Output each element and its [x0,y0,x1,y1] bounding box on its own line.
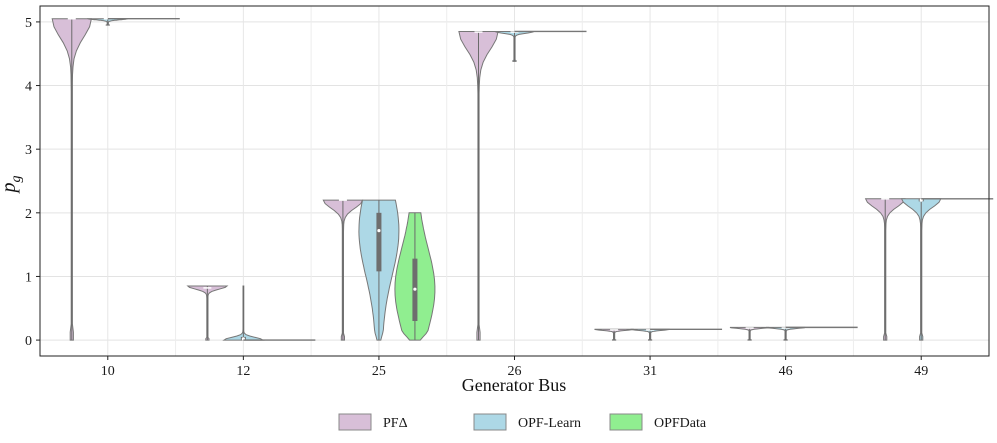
violin-median [413,287,417,291]
violin-PFΔ-26 [458,31,499,341]
y-tick-label: 3 [25,143,32,158]
legend-label: OPF-Learn [518,416,581,431]
x-tick-label: 49 [914,364,928,379]
violin-OPF-Learn-49 [900,198,942,341]
violin-PFΔ-49 [864,198,906,341]
grid-lines [39,6,990,356]
y-axis-title: pg [0,176,24,195]
x-tick-label: 25 [372,364,386,379]
violin-OPF-Learn-12 [222,285,265,341]
x-tick-label: 26 [508,364,522,379]
violin-PFΔ-46 [729,326,770,341]
y-tick-label: 0 [25,334,32,349]
violin-PFΔ-10 [51,17,93,341]
x-tick-label: 46 [779,364,793,379]
x-axis-title: Generator Bus [462,375,566,395]
y-tick-label: 4 [25,80,32,95]
violin-median [377,229,381,233]
x-tick-label: 31 [643,364,657,379]
violin-PFΔ-31 [594,328,634,341]
legend-label: PFΔ [383,416,408,431]
y-tick-label: 1 [25,270,32,285]
x-tick-label: 12 [236,364,250,379]
legend-swatch [473,413,507,431]
legend-swatch [338,413,372,431]
y-tick-label: 5 [25,16,32,31]
legend: PFΔ OPF-Learn OPFData [338,413,707,431]
legend-item-OPF-Learn: OPF-Learn [473,413,581,431]
y-tick-label: 2 [25,207,32,222]
violin-PFΔ-12 [186,285,229,341]
violin-iqr [376,212,382,272]
violin-OPFData-25 [394,212,436,341]
violin-PFΔ-25 [322,199,364,341]
violin-OPF-Learn-25 [358,199,400,341]
x-tick-label: 10 [101,364,115,379]
violin-layer [51,17,994,341]
legend-item-PFΔ: PFΔ [338,413,408,431]
legend-label: OPFData [654,416,707,431]
legend-item-OPFData: OPFData [609,413,707,431]
legend-swatch [609,413,643,431]
